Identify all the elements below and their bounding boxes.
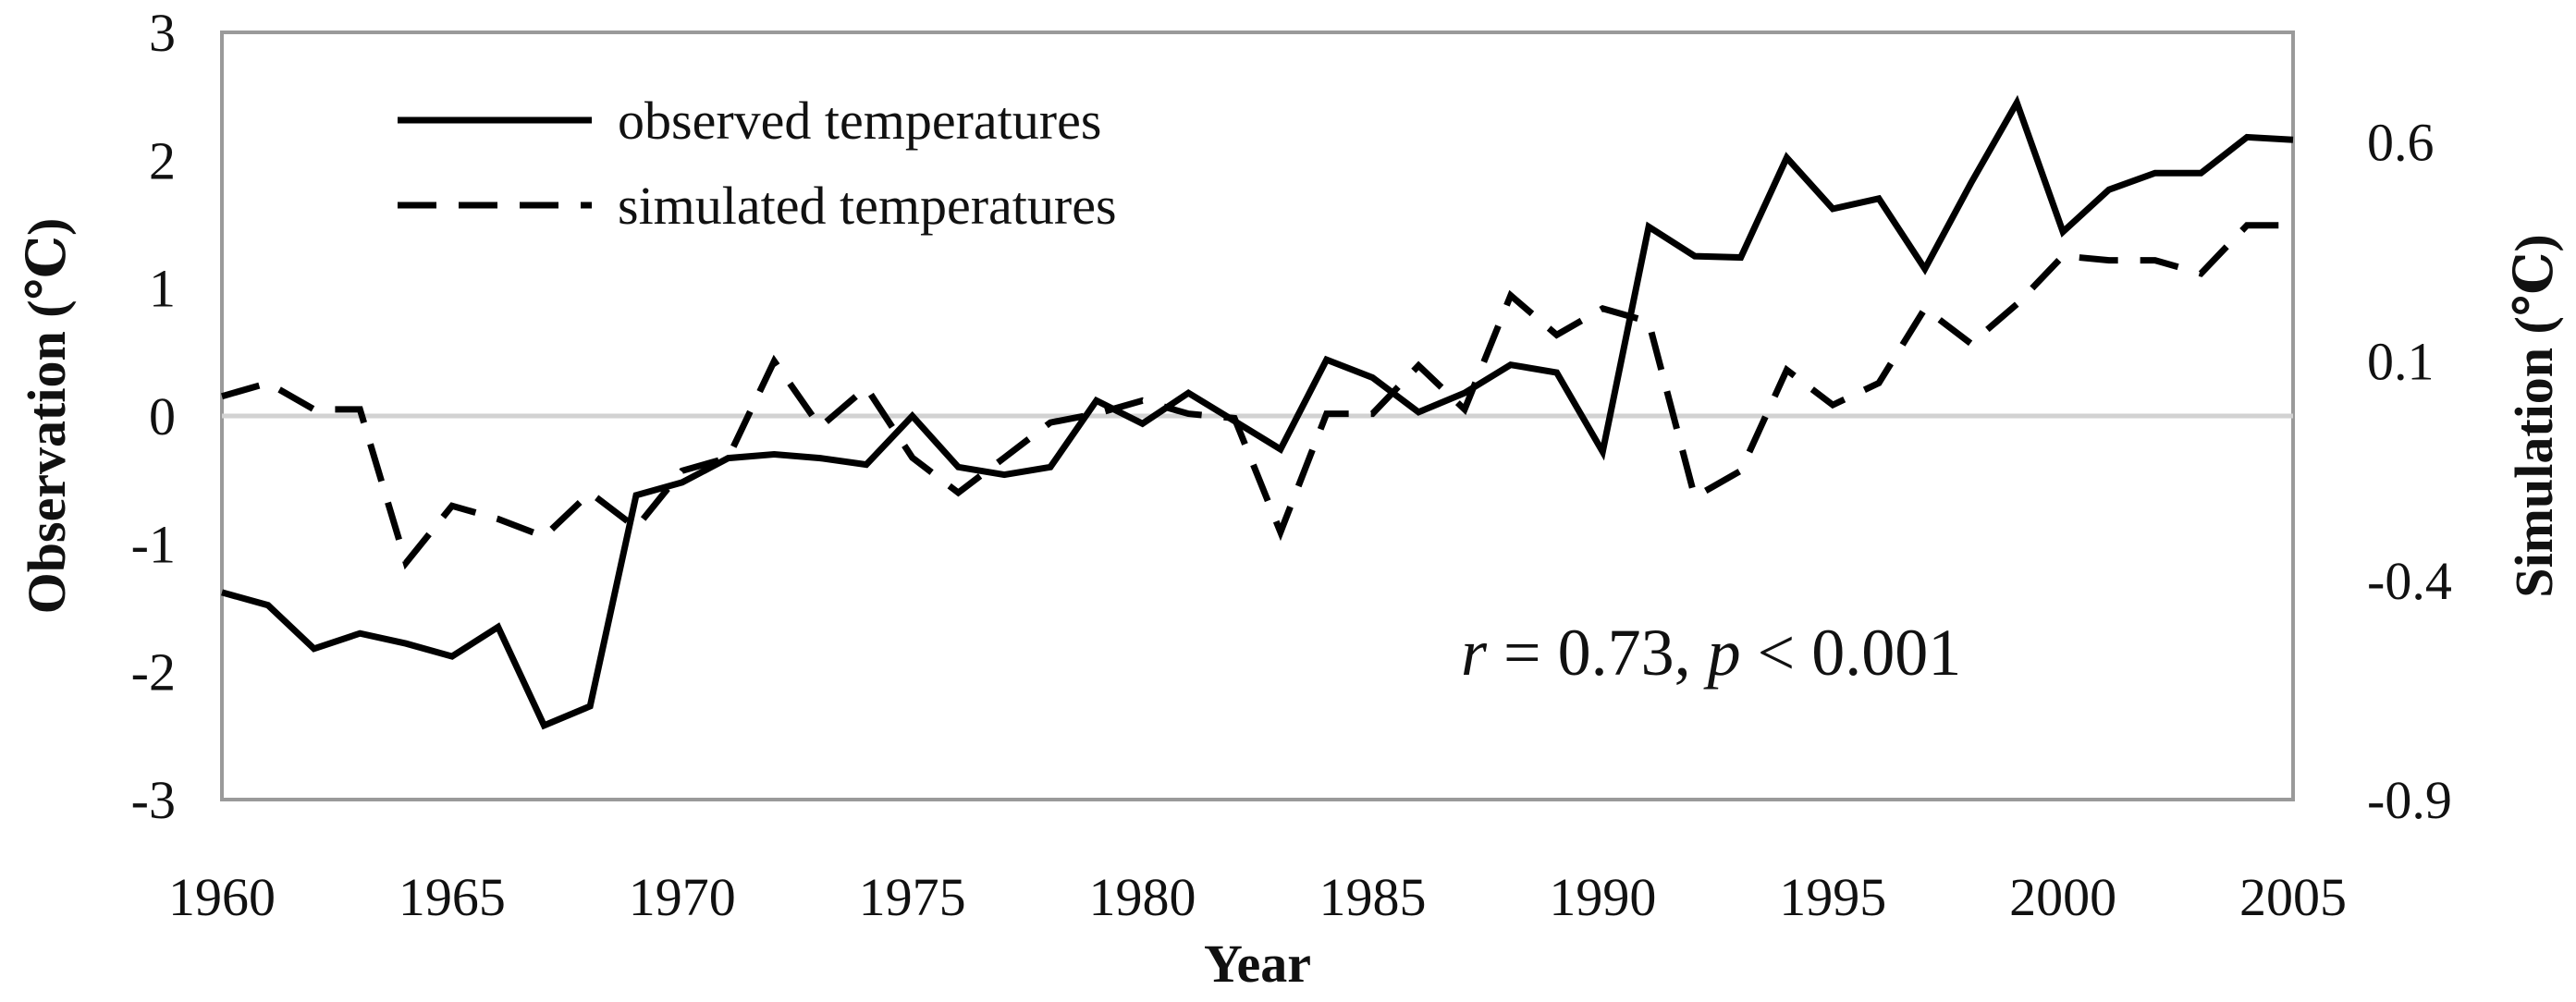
- left-tick-label: 2: [149, 130, 176, 190]
- legend-simulated-label: simulated temperatures: [618, 176, 1117, 236]
- simulated-temperatures-line: [221, 222, 2293, 570]
- left-axis-ticks: -3 -2 -1 0 1 2 3: [131, 3, 176, 830]
- x-axis-ticks: 1960 1965 1970 1975 1980 1985 1990 1995 2000 2005: [168, 867, 2347, 927]
- right-tick-label: -0.9: [2367, 770, 2452, 830]
- x-tick-label: 1985: [1319, 867, 1426, 927]
- x-axis-title: Year: [1204, 934, 1311, 994]
- left-tick-label: 0: [149, 386, 176, 446]
- x-tick-label: 2000: [2009, 867, 2116, 927]
- x-tick-label: 2005: [2239, 867, 2347, 927]
- left-tick-label: -1: [131, 514, 176, 574]
- x-tick-label: 1970: [629, 867, 736, 927]
- x-tick-label: 1980: [1089, 867, 1196, 927]
- right-axis-ticks: -0.9 -0.4 0.1 0.6: [2367, 113, 2452, 830]
- right-tick-label: -0.4: [2367, 551, 2452, 611]
- x-tick-label: 1965: [399, 867, 506, 927]
- left-tick-label: -3: [131, 770, 176, 830]
- legend-observed-label: observed temperatures: [618, 91, 1101, 151]
- p-value: < 0.001: [1741, 616, 1962, 690]
- x-tick-label: 1975: [859, 867, 966, 927]
- left-tick-label: 3: [149, 3, 176, 63]
- left-tick-label: -2: [131, 642, 176, 703]
- right-tick-label: 0.1: [2367, 332, 2435, 392]
- x-tick-label: 1960: [168, 867, 276, 927]
- x-tick-label: 1995: [1779, 867, 1886, 927]
- left-tick-label: 1: [149, 259, 176, 319]
- correlation-annotation: r = 0.73, p < 0.001: [1461, 616, 1961, 690]
- r-value: = 0.73,: [1487, 616, 1708, 690]
- observed-temperatures-line: [221, 94, 2294, 730]
- x-tick-label: 1990: [1549, 867, 1656, 927]
- right-tick-label: 0.6: [2367, 113, 2435, 173]
- right-axis-title: Simulation (℃): [2504, 234, 2564, 597]
- series-lines: [221, 94, 2294, 730]
- r-symbol: r: [1461, 616, 1488, 690]
- legend: observed temperatures simulated temperat…: [398, 91, 1117, 236]
- p-symbol: p: [1703, 616, 1741, 690]
- left-axis-title: Observation (℃): [17, 218, 77, 615]
